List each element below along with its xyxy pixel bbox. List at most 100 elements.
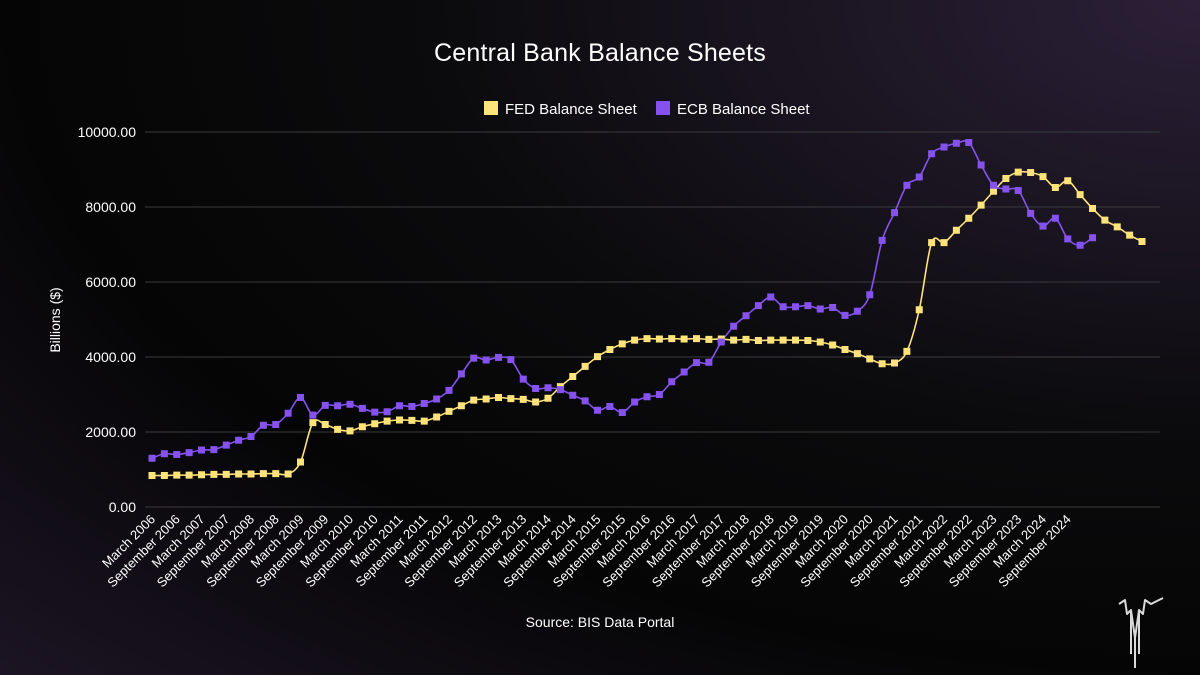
data-point-ecb bbox=[235, 436, 243, 444]
data-point-ecb bbox=[841, 311, 849, 319]
data-point-ecb bbox=[977, 161, 985, 169]
data-point-ecb bbox=[507, 356, 515, 364]
data-point-fed bbox=[346, 427, 354, 435]
data-point-fed bbox=[334, 425, 342, 433]
data-point-ecb bbox=[173, 451, 181, 458]
data-point-ecb bbox=[878, 236, 886, 244]
data-point-fed bbox=[198, 471, 205, 479]
data-point-fed bbox=[420, 417, 428, 425]
data-point-fed bbox=[1101, 216, 1109, 224]
data-point-ecb bbox=[779, 303, 787, 311]
data-point-ecb bbox=[383, 408, 391, 416]
data-point-ecb bbox=[680, 368, 688, 376]
data-point-fed bbox=[532, 398, 540, 406]
data-point-fed bbox=[160, 472, 168, 479]
data-point-fed bbox=[952, 226, 960, 234]
data-point-fed bbox=[1039, 173, 1047, 181]
data-point-fed bbox=[222, 470, 230, 478]
y-axis-label: Billions ($) bbox=[47, 287, 63, 352]
data-point-fed bbox=[321, 421, 329, 428]
data-point-ecb bbox=[631, 398, 639, 406]
data-point-fed bbox=[371, 420, 379, 428]
data-point-ecb bbox=[1039, 222, 1047, 230]
data-point-ecb bbox=[284, 409, 292, 417]
data-point-fed bbox=[1076, 191, 1084, 199]
data-point-fed bbox=[470, 396, 478, 404]
legend-swatch bbox=[484, 101, 498, 115]
data-point-fed bbox=[977, 201, 985, 209]
data-point-fed bbox=[730, 336, 738, 344]
data-point-fed bbox=[655, 335, 663, 343]
data-point-ecb bbox=[952, 139, 960, 147]
data-point-ecb bbox=[334, 402, 342, 410]
data-point-ecb bbox=[940, 143, 948, 151]
data-point-fed bbox=[643, 335, 651, 343]
data-point-ecb bbox=[1089, 234, 1096, 242]
data-point-ecb bbox=[1014, 187, 1022, 194]
y-tick-label: 6000.00 bbox=[85, 274, 136, 290]
data-point-ecb bbox=[297, 394, 304, 401]
data-point-fed bbox=[309, 419, 317, 427]
data-point-fed bbox=[940, 239, 948, 247]
data-point-ecb bbox=[866, 291, 874, 299]
data-point-fed bbox=[606, 346, 614, 353]
data-point-ecb bbox=[915, 173, 923, 181]
data-point-ecb bbox=[160, 450, 168, 458]
data-point-ecb bbox=[767, 293, 775, 301]
data-point-ecb bbox=[804, 302, 812, 310]
data-point-fed bbox=[519, 395, 527, 403]
data-point-fed bbox=[457, 402, 465, 410]
y-tick-label: 8000.00 bbox=[85, 199, 136, 215]
data-point-ecb bbox=[569, 391, 577, 399]
legend-label: FED Balance Sheet bbox=[505, 101, 638, 118]
source-note: Source: BIS Data Portal bbox=[526, 614, 675, 630]
data-point-fed bbox=[693, 335, 700, 343]
data-point-ecb bbox=[556, 386, 564, 394]
data-point-ecb bbox=[309, 411, 317, 419]
data-point-fed bbox=[1051, 184, 1059, 191]
data-point-ecb bbox=[321, 401, 329, 409]
data-point-ecb bbox=[618, 409, 626, 416]
data-point-ecb bbox=[445, 386, 453, 394]
data-point-ecb bbox=[581, 397, 589, 405]
series-line-fed bbox=[151, 170, 1143, 477]
data-point-fed bbox=[668, 335, 676, 343]
data-point-fed bbox=[1064, 177, 1072, 185]
data-point-ecb bbox=[1064, 235, 1072, 243]
data-point-ecb bbox=[247, 433, 255, 440]
data-point-fed bbox=[185, 471, 193, 479]
data-point-fed bbox=[495, 394, 502, 401]
data-point-fed bbox=[383, 417, 391, 425]
data-point-ecb bbox=[965, 139, 973, 146]
data-point-fed bbox=[618, 340, 626, 348]
data-point-ecb bbox=[1027, 209, 1035, 217]
data-point-ecb bbox=[668, 378, 676, 386]
data-point-fed bbox=[742, 335, 750, 343]
data-point-fed bbox=[433, 413, 441, 421]
legend-label: ECB Balance Sheet bbox=[677, 101, 810, 118]
data-point-ecb bbox=[594, 406, 601, 414]
data-point-fed bbox=[1113, 223, 1121, 231]
data-point-fed bbox=[569, 373, 577, 380]
data-point-fed bbox=[594, 353, 601, 361]
data-point-fed bbox=[544, 394, 552, 402]
data-point-ecb bbox=[742, 312, 750, 320]
data-point-ecb bbox=[853, 307, 861, 315]
data-point-ecb bbox=[259, 421, 267, 429]
data-point-ecb bbox=[903, 181, 911, 189]
data-point-ecb bbox=[891, 209, 898, 217]
data-point-fed bbox=[358, 423, 366, 431]
data-point-fed bbox=[915, 306, 923, 314]
data-point-ecb bbox=[470, 354, 478, 362]
data-point-ecb bbox=[1076, 241, 1084, 249]
chart-title: Central Bank Balance Sheets bbox=[434, 39, 766, 67]
data-point-ecb bbox=[717, 338, 725, 346]
data-point-fed bbox=[878, 360, 886, 368]
data-point-ecb bbox=[222, 441, 230, 449]
data-point-ecb bbox=[457, 370, 465, 378]
data-point-fed bbox=[767, 336, 775, 344]
data-point-fed bbox=[754, 337, 762, 344]
data-point-ecb bbox=[816, 305, 824, 313]
